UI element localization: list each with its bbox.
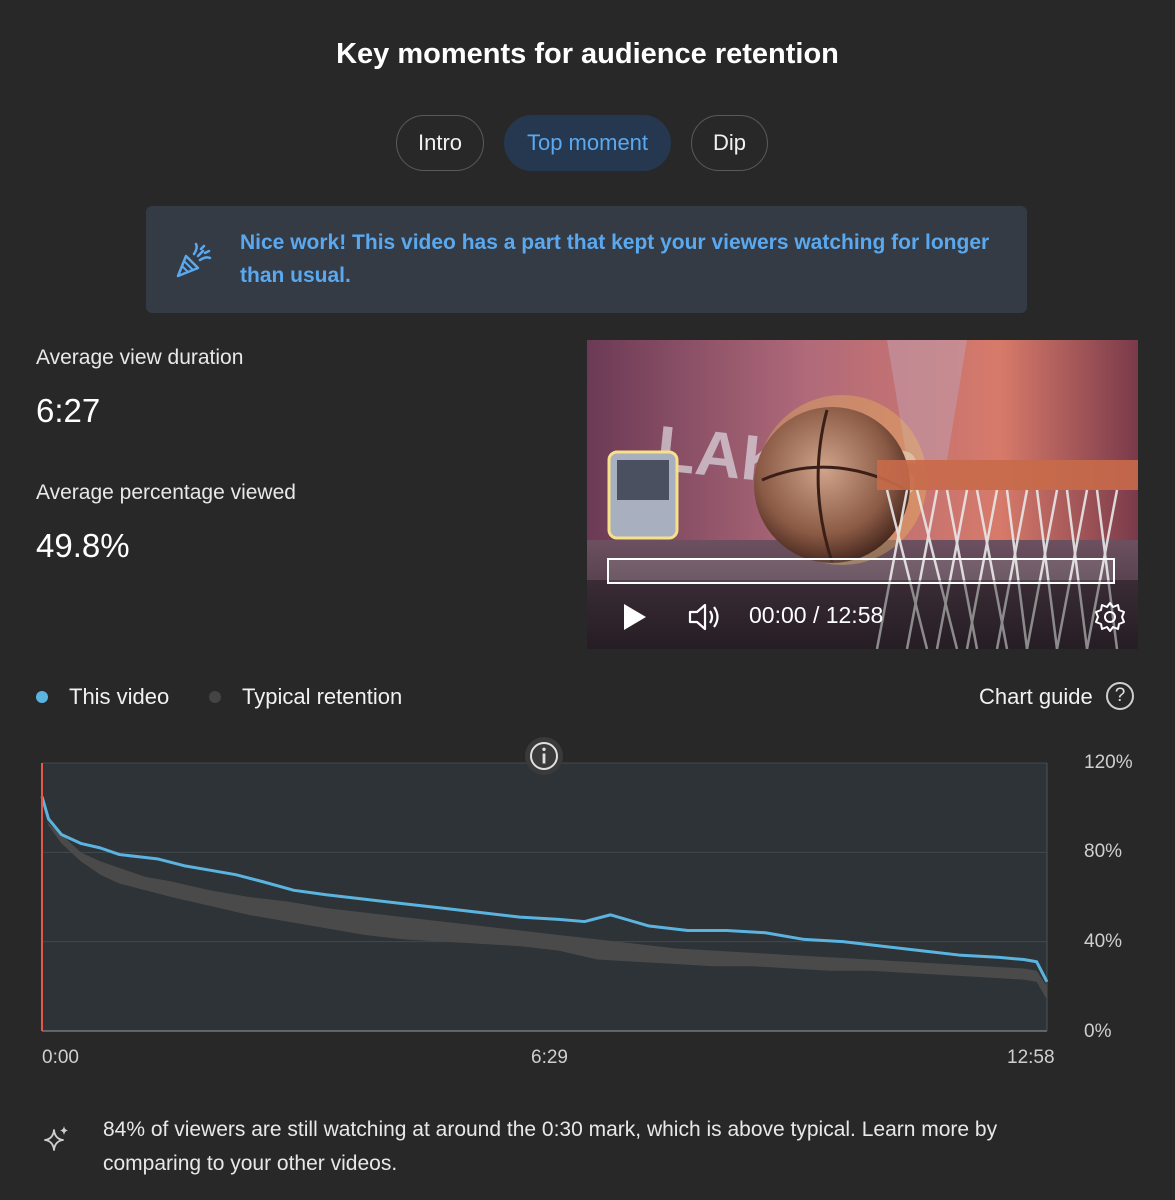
- this-video-legend-dot: [36, 691, 48, 703]
- video-player[interactable]: LAKERS 00:00 / 12:58: [587, 340, 1138, 649]
- y-tick-0: 0%: [1084, 1021, 1112, 1042]
- gear-icon[interactable]: [1093, 600, 1127, 634]
- chart-guide-link[interactable]: Chart guide: [979, 684, 1093, 709]
- y-tick-120: 120%: [1084, 752, 1133, 773]
- this-video-line: [40, 796, 1049, 983]
- insight-text: 84% of viewers are still watching at aro…: [103, 1118, 998, 1175]
- avg-view-duration-label: Average view duration: [36, 346, 244, 369]
- sparkle-icon: [44, 1126, 68, 1151]
- banner-text: Nice work! This video has a part that ke…: [240, 231, 990, 287]
- legend-this-video: This video: [69, 684, 170, 709]
- y-tick-40: 40%: [1084, 931, 1123, 952]
- x-tick-end: 12:58: [1007, 1047, 1055, 1068]
- video-time: 00:00 / 12:58: [749, 602, 884, 628]
- insight-banner: Nice work! This video has a part that ke…: [146, 206, 1027, 313]
- volume-icon[interactable]: [687, 600, 723, 634]
- avg-percentage-viewed-value: 49.8%: [36, 527, 130, 564]
- typical-retention-legend-dot: [209, 691, 221, 703]
- x-tick-start: 0:00: [42, 1047, 79, 1068]
- tab-intro[interactable]: Intro: [396, 115, 484, 171]
- moment-info-marker[interactable]: [525, 737, 563, 775]
- info-icon: [530, 742, 558, 770]
- video-progress-bar[interactable]: [607, 558, 1115, 584]
- tab-dip[interactable]: Dip: [691, 115, 768, 171]
- page-title: Key moments for audience retention: [336, 38, 839, 70]
- party-popper-icon: [176, 242, 212, 278]
- retention-chart: [40, 762, 1049, 1032]
- avg-view-duration-value: 6:27: [36, 392, 101, 429]
- tab-bar: Intro Top moment Dip: [0, 115, 1175, 173]
- tab-top-moment[interactable]: Top moment: [504, 115, 671, 171]
- avg-percentage-viewed-label: Average percentage viewed: [36, 481, 296, 504]
- legend-typical-retention: Typical retention: [242, 684, 403, 709]
- play-icon[interactable]: [620, 602, 650, 632]
- help-icon[interactable]: ?: [1106, 682, 1134, 710]
- typical-retention-band: [42, 796, 1047, 1000]
- x-tick-mid: 6:29: [531, 1047, 568, 1068]
- y-tick-80: 80%: [1084, 841, 1123, 862]
